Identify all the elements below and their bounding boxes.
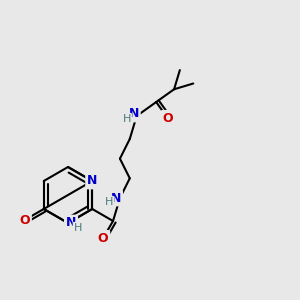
Text: N: N	[87, 175, 98, 188]
Text: O: O	[20, 214, 30, 226]
Text: N: N	[128, 107, 139, 121]
Text: H: H	[122, 114, 131, 124]
Text: O: O	[163, 112, 173, 125]
Text: N: N	[66, 217, 76, 230]
Text: H: H	[74, 223, 82, 233]
Text: H: H	[105, 197, 113, 207]
Text: N: N	[111, 191, 121, 205]
Text: O: O	[98, 232, 108, 245]
